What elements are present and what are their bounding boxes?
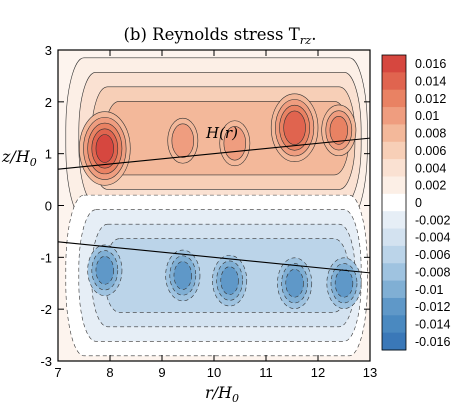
x-tick-label: 13 (363, 365, 377, 380)
colorbar: 0.016 0.014 0.012 0.01 0.008 0.006 0.004 0.002 0… (381, 54, 450, 351)
x-tick-label: 11 (259, 365, 273, 380)
colorbar-label: -0.008 (415, 265, 450, 279)
x-tick-label: 7 (54, 365, 61, 380)
colorbar-label: -0.004 (415, 231, 450, 245)
colorbar-swatch (382, 193, 406, 212)
x-tick-label: 12 (311, 365, 325, 380)
colorbar-frame (381, 54, 407, 351)
stress-extremum (167, 117, 199, 164)
scale-height-annotation: H(r) (205, 124, 238, 142)
colorbar-label: -0.014 (415, 317, 450, 331)
stress-contour (334, 268, 354, 298)
scale-height-lines (58, 137, 370, 274)
colorbar-swatch (382, 297, 406, 316)
colorbar-label: -0.01 (415, 283, 444, 297)
scale-height-line (58, 241, 370, 274)
colorbar-swatch (382, 228, 406, 247)
colorbar-swatch (382, 107, 406, 125)
stress-contour (329, 116, 348, 145)
y-axis-label: z/H0 (1, 147, 37, 169)
colorbar-swatch (382, 55, 406, 73)
colorbar-swatch (382, 141, 406, 160)
y-tick-label: 0 (45, 199, 52, 214)
colorbar-label: 0.008 (415, 127, 446, 141)
y-tick-label: 1 (45, 147, 52, 162)
colorbar-label: 0 (415, 196, 422, 210)
stress-contour (285, 268, 304, 298)
y-axis-label-main: z/H (1, 147, 31, 166)
stress-contour (220, 266, 239, 295)
x-axis-label: r/H0 (205, 383, 239, 405)
colorbar-swatch (382, 263, 406, 282)
colorbar-label: 0.004 (415, 161, 446, 175)
chart-title-tail: . (311, 25, 316, 44)
colorbar-swatch (382, 280, 406, 299)
stress-extremum (79, 111, 131, 186)
chart-title: (b) Reynolds stress Trz. (123, 25, 316, 47)
chart-title-subscript: rz (300, 33, 312, 47)
colorbar-label: -0.012 (415, 300, 450, 314)
stress-extremum (321, 104, 357, 157)
stress-extremum (326, 257, 362, 309)
colorbar-label: 0.006 (415, 144, 446, 158)
y-tick-label: 2 (45, 95, 52, 110)
y-tick-label: -3 (40, 354, 52, 369)
colorbar-swatch (382, 72, 406, 91)
y-tick-label: 3 (45, 43, 52, 58)
colorbar-label: 0.012 (415, 92, 446, 106)
x-axis-ticks: 7 8 9 10 11 12 13 (54, 50, 377, 380)
x-axis-label-main: r/H (205, 383, 233, 402)
stress-extremum (212, 254, 248, 307)
colorbar-swatch (382, 245, 406, 264)
colorbar-swatch (382, 89, 406, 108)
stress-contour (95, 255, 114, 285)
x-tick-label: 8 (106, 365, 113, 380)
negative-stress-lobe (65, 194, 368, 357)
stress-field (65, 57, 368, 357)
y-tick-label: -2 (40, 302, 52, 317)
colorbar-swatch (382, 124, 406, 143)
positive-stress-lobe (65, 57, 368, 219)
colorbar-swatch (382, 176, 406, 195)
stress-contour (173, 261, 192, 290)
colorbar-label: -0.006 (415, 248, 450, 262)
stress-extremum (277, 257, 313, 309)
scale-height-line (58, 137, 370, 170)
colorbar-label: -0.002 (415, 213, 450, 227)
colorbar-label: 0.016 (415, 57, 446, 71)
y-tick-label: -1 (40, 250, 52, 265)
colorbar-label: 0.014 (415, 75, 446, 89)
x-tick-label: 9 (158, 365, 165, 380)
colorbar-swatch (382, 332, 406, 351)
stress-contour (95, 134, 114, 163)
stress-contour (283, 110, 306, 145)
colorbar-swatch (382, 315, 406, 334)
colorbar-swatch (382, 211, 406, 230)
y-axis-ticks: -3 -2 -1 0 1 2 3 (40, 43, 370, 369)
y-axis-label-subscript: 0 (30, 156, 37, 169)
x-tick-label: 10 (207, 365, 221, 380)
stress-extremum (165, 249, 201, 302)
stress-contour (171, 123, 195, 158)
stress-extremum (87, 244, 123, 296)
x-axis-label-subscript: 0 (232, 392, 239, 405)
colorbar-label: 0.01 (415, 109, 439, 123)
colorbar-label: 0.002 (415, 179, 446, 193)
chart-title-main: (b) Reynolds stress T (123, 25, 299, 44)
colorbar-swatch (382, 159, 406, 177)
colorbar-label: -0.016 (415, 335, 450, 349)
stress-extremum (270, 93, 319, 163)
